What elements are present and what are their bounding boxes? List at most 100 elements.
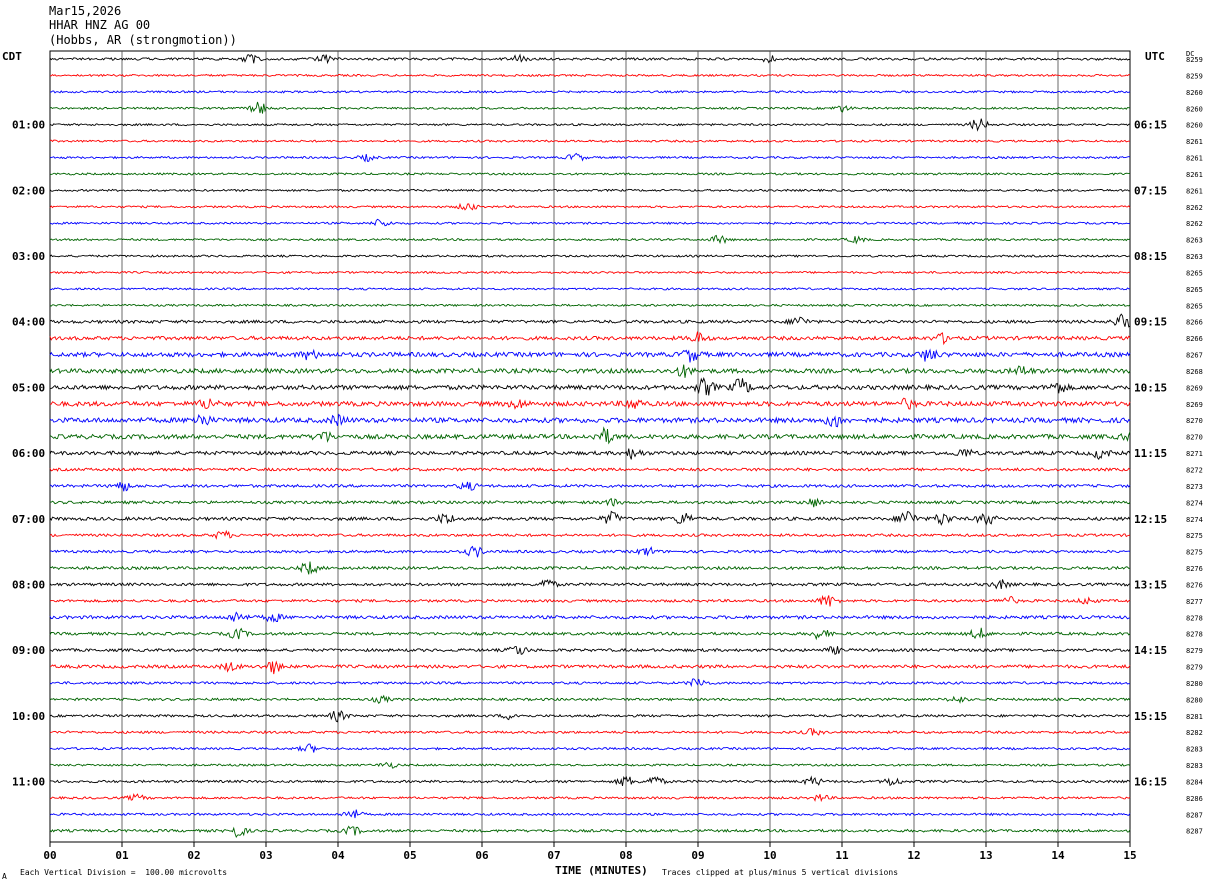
seismogram-trace	[49, 90, 1131, 94]
seismogram-trace	[49, 793, 1131, 803]
right-time-label: 16:15	[1134, 775, 1167, 788]
dc-offset-label: 8283	[1186, 746, 1203, 754]
dc-offset-label: 8266	[1186, 319, 1203, 327]
dc-offset-label: 8283	[1186, 762, 1203, 770]
x-tick-label: 05	[403, 849, 416, 862]
dc-offset-label: 8268	[1186, 368, 1203, 376]
dc-offset-label: 8266	[1186, 335, 1203, 343]
x-tick-label: 03	[259, 849, 272, 862]
left-time-label: 01:00	[12, 119, 45, 132]
seismogram-trace	[49, 448, 1131, 460]
seismogram-trace	[49, 481, 1131, 492]
seismogram-trace	[49, 348, 1131, 363]
left-time-label: 02:00	[12, 184, 45, 197]
seismogram-trace	[49, 467, 1131, 472]
seismogram-trace	[49, 825, 1131, 838]
seismogram-trace	[49, 594, 1131, 607]
left-timezone-label: CDT	[2, 50, 22, 63]
dc-offset-label: 8281	[1186, 713, 1203, 721]
dc-offset-label: 8259	[1186, 56, 1203, 64]
left-time-label: 04:00	[12, 316, 45, 329]
seismogram-trace	[49, 303, 1131, 308]
right-time-label: 08:15	[1134, 250, 1167, 263]
dc-offset-label: 8261	[1186, 171, 1203, 179]
left-time-label: 07:00	[12, 513, 45, 526]
x-tick-label: 14	[1051, 849, 1065, 862]
dc-offset-label: 8286	[1186, 795, 1203, 803]
dc-offset-label: 8261	[1186, 187, 1203, 195]
seismogram-trace	[49, 218, 1131, 227]
seismogram-trace	[49, 579, 1131, 590]
dc-offset-label: 8277	[1186, 598, 1203, 606]
right-timezone-label: UTC	[1145, 50, 1165, 63]
seismogram-trace	[49, 73, 1131, 78]
dc-offset-label: 8259	[1186, 72, 1203, 80]
x-tick-label: 12	[907, 849, 920, 862]
right-time-label: 12:15	[1134, 513, 1167, 526]
dc-offset-label: 8278	[1186, 614, 1203, 622]
seismogram-trace	[49, 545, 1131, 558]
dc-offset-label: 8270	[1186, 417, 1203, 425]
left-time-label: 03:00	[12, 250, 45, 263]
seismogram-trace	[49, 139, 1131, 143]
x-tick-label: 01	[115, 849, 129, 862]
x-tick-label: 02	[187, 849, 200, 862]
dc-offset-label: 8263	[1186, 253, 1203, 261]
seismogram-trace	[49, 727, 1131, 736]
right-time-label: 11:15	[1134, 447, 1167, 460]
dc-offset-label: 8276	[1186, 565, 1203, 573]
dc-offset-label: 8279	[1186, 647, 1203, 655]
seismogram-trace	[49, 188, 1131, 193]
plot-frame	[49, 50, 1131, 843]
seismogram-trace	[49, 172, 1131, 176]
x-tick-label: 11	[835, 849, 849, 862]
scale-note: Each Vertical Division = 100.00 microvol…	[20, 868, 228, 877]
corner-mark: A	[2, 872, 7, 881]
seismogram-trace	[49, 561, 1131, 575]
dc-offset-label: 8269	[1186, 401, 1203, 409]
seismogram-trace	[49, 529, 1131, 540]
dc-offset-label: 8274	[1186, 499, 1203, 507]
dc-offset-label: 8278	[1186, 631, 1203, 639]
dc-offset-label: 8269	[1186, 384, 1203, 392]
left-time-label: 08:00	[12, 578, 45, 591]
header-date: Mar15,2026	[49, 4, 122, 18]
seismogram-trace	[49, 809, 1131, 819]
right-time-label: 15:15	[1134, 710, 1167, 723]
seismogram-trace	[49, 775, 1131, 787]
seismogram-trace	[49, 202, 1131, 211]
seismogram-trace	[49, 377, 1131, 396]
seismogram-trace	[49, 118, 1131, 132]
seismogram-trace	[49, 364, 1131, 378]
seismogram-trace	[49, 497, 1131, 508]
header-station: HHAR HNZ AG 00	[49, 18, 151, 32]
header-location: (Hobbs, AR (strongmotion))	[49, 33, 237, 47]
x-tick-label: 00	[43, 849, 56, 862]
seismogram-trace	[49, 510, 1131, 526]
dc-offset-label: 8287	[1186, 828, 1203, 836]
seismogram-trace	[49, 743, 1131, 753]
dc-offset-label: 8275	[1186, 532, 1203, 540]
x-axis-title: TIME (MINUTES)	[555, 864, 648, 877]
dc-offset-label: 8270	[1186, 434, 1203, 442]
dc-offset-label: 8280	[1186, 696, 1203, 704]
x-tick-label: 15	[1123, 849, 1136, 862]
dc-header-label: DC	[1186, 50, 1195, 58]
clip-note: Traces clipped at plus/minus 5 vertical …	[662, 868, 899, 877]
dc-offset-label: 8265	[1186, 286, 1203, 294]
dc-offset-label: 8272	[1186, 467, 1203, 475]
dc-offset-label: 8261	[1186, 138, 1203, 146]
left-time-label: 09:00	[12, 644, 45, 657]
seismogram-trace	[49, 660, 1131, 675]
dc-offset-label: 8261	[1186, 155, 1203, 163]
seismogram-trace	[49, 254, 1131, 258]
dc-offset-label: 8280	[1186, 680, 1203, 688]
seismogram-trace	[49, 101, 1131, 114]
dc-offset-label: 8262	[1186, 220, 1203, 228]
x-tick-label: 09	[691, 849, 704, 862]
dc-offset-label: 8265	[1186, 302, 1203, 310]
seismogram-trace	[49, 413, 1131, 428]
seismogram-trace	[49, 678, 1131, 688]
seismogram-trace	[49, 152, 1131, 163]
dc-offset-label: 8276	[1186, 581, 1203, 589]
